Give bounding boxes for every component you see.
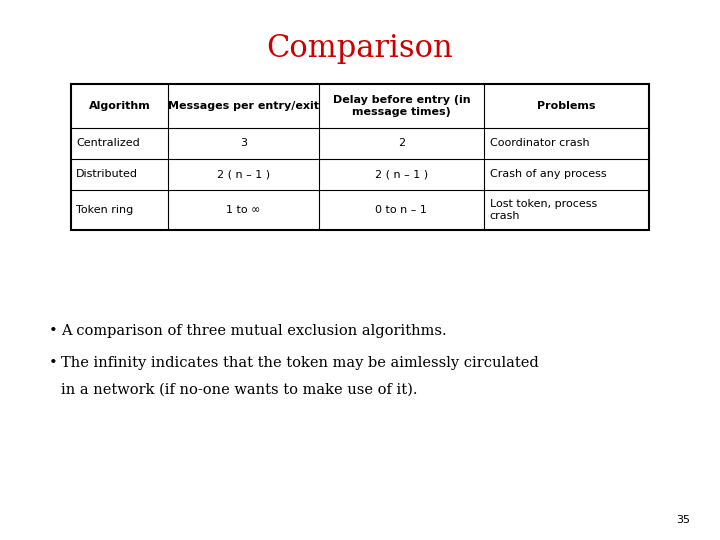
Text: 1 to ∞: 1 to ∞: [226, 205, 261, 215]
Text: Lost token, process
crash: Lost token, process crash: [490, 199, 597, 221]
Text: 0 to n – 1: 0 to n – 1: [375, 205, 427, 215]
Text: Delay before entry (in
message times): Delay before entry (in message times): [333, 95, 470, 117]
Text: 2: 2: [397, 138, 405, 149]
Text: Centralized: Centralized: [76, 138, 140, 149]
Text: 35: 35: [676, 515, 690, 525]
Text: A comparison of three mutual exclusion algorithms.: A comparison of three mutual exclusion a…: [61, 324, 447, 338]
Text: Messages per entry/exit: Messages per entry/exit: [168, 101, 319, 111]
Text: Coordinator crash: Coordinator crash: [490, 138, 590, 149]
Text: Distributed: Distributed: [76, 169, 138, 179]
Text: The infinity indicates that the token may be aimlessly circulated: The infinity indicates that the token ma…: [61, 356, 539, 370]
Text: in a network (if no-one wants to make use of it).: in a network (if no-one wants to make us…: [61, 382, 418, 396]
Text: Comparison: Comparison: [266, 33, 454, 64]
Text: Problems: Problems: [538, 101, 596, 111]
Text: Crash of any process: Crash of any process: [490, 169, 606, 179]
Text: 2 ( n – 1 ): 2 ( n – 1 ): [217, 169, 270, 179]
Bar: [71, 84, 649, 230]
Text: 3: 3: [240, 138, 247, 149]
Text: Algorithm: Algorithm: [89, 101, 150, 111]
Text: 2 ( n – 1 ): 2 ( n – 1 ): [375, 169, 428, 179]
Bar: [71, 84, 649, 128]
Text: •: •: [49, 324, 58, 338]
Text: Token ring: Token ring: [76, 205, 134, 215]
Text: •: •: [49, 356, 58, 370]
